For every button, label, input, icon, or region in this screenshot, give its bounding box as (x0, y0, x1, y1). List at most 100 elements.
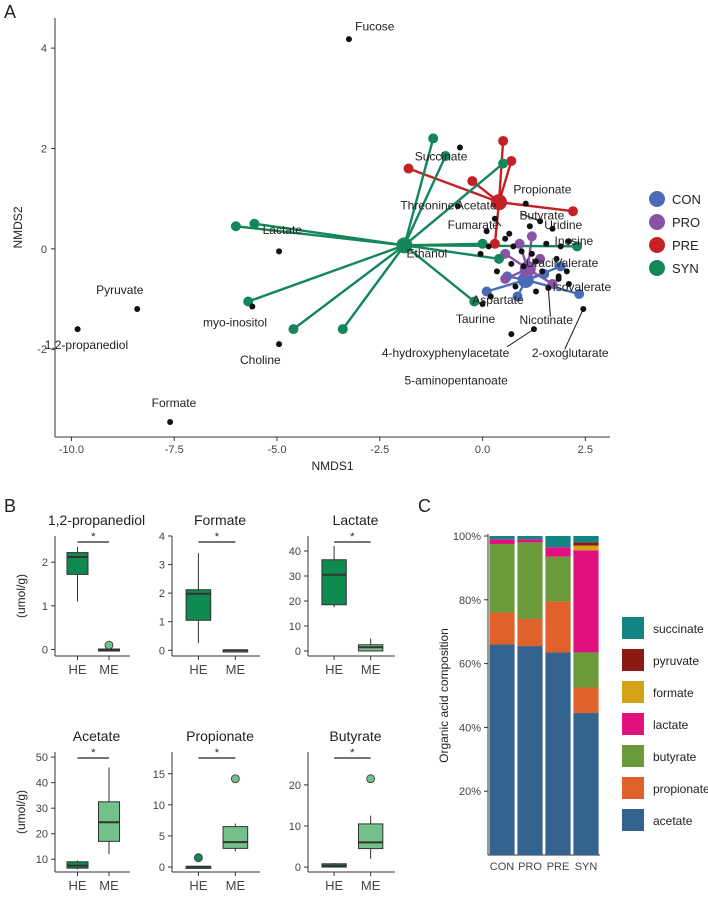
x-tick-label: ME (226, 662, 246, 677)
sample-point-syn (230, 221, 241, 232)
y-tick-label: 20 (36, 829, 48, 841)
y-tick-label: 0 (41, 244, 47, 256)
label-leader-line (521, 213, 541, 222)
boxplot-title: 1,2-propanediol (48, 512, 145, 528)
y-tick-label: 0 (159, 862, 165, 874)
boxplot-title: Acetate (73, 728, 121, 744)
legend-swatch-propionate (622, 777, 644, 799)
x-tick-label: ME (99, 878, 119, 893)
centroid-syn (396, 237, 413, 254)
sample-point-pre (467, 176, 478, 187)
y-tick-label: 15 (153, 769, 165, 781)
y-tick-label: 40% (459, 722, 481, 734)
panel-label-b: B (4, 496, 16, 516)
group-segment-syn (403, 162, 504, 247)
y-tick-label: 40 (36, 778, 48, 790)
metabolite-label: Nicotinate (520, 313, 574, 327)
x-tick-label: -5.0 (268, 444, 287, 456)
sample-point-pre (403, 163, 414, 174)
y-tick-label: 2 (41, 143, 47, 155)
bar-segment-lactate (489, 539, 515, 544)
metabolite-point (549, 225, 556, 232)
metabolite-point (276, 341, 283, 348)
y-tick-label: 40 (289, 546, 301, 558)
bar-segment-acetate (545, 652, 571, 855)
x-tick-label: HE (68, 878, 86, 893)
metabolite-label: Lactate (263, 223, 303, 237)
legend-label: butyrate (653, 750, 697, 764)
y-tick-label: 0 (295, 646, 301, 658)
label-leader-line (506, 328, 535, 348)
metabolite-point (479, 301, 486, 308)
metabolite-label: Uracil (526, 256, 557, 270)
sample-point-syn (469, 296, 480, 307)
significance-star: * (215, 747, 220, 759)
sample-point-con (555, 261, 566, 272)
sample-point-syn (494, 253, 504, 264)
legend-label: PRO (672, 215, 700, 230)
boxplot-panel: 1,2-propanediol 0 1 2 HE ME (umol/g) * (14, 512, 145, 677)
x-tick-label: ME (361, 878, 381, 893)
group-segment-pre (497, 140, 505, 203)
box-outlier (366, 774, 376, 784)
x-tick-label: PRO (518, 861, 542, 873)
y-tick-label: 3 (159, 560, 165, 572)
legend-label: pyruvate (653, 654, 699, 668)
significance-star: * (215, 531, 220, 543)
metabolite-label: Propionate (513, 183, 571, 197)
box-outlier (230, 774, 240, 784)
y-tick-label: 20% (459, 786, 481, 798)
y-tick-label: 4 (159, 531, 165, 543)
sample-point-con (574, 288, 585, 299)
metabolite-point (454, 203, 461, 210)
label-leader-line (494, 218, 502, 227)
group-segment-syn (341, 244, 406, 330)
bar-segment-butyrate (573, 652, 599, 688)
group-segment-syn (292, 244, 406, 331)
boxplot-panel: Acetate 10 20 30 40 50 HE ME (umol/g) * (14, 728, 130, 893)
group-segment-syn (404, 244, 500, 261)
boxplot-title: Butyrate (329, 728, 381, 744)
metabolite-point (543, 240, 550, 247)
y-tick-label: 5 (159, 831, 165, 843)
metabolite-point (553, 255, 560, 262)
box-outlier (104, 640, 114, 650)
metabolite-point (533, 258, 539, 265)
legend-label: acetate (653, 814, 693, 828)
metabolite-point (508, 331, 515, 338)
metabolite-label: 2-oxoglutarate (532, 346, 609, 360)
sample-point-syn (440, 150, 451, 161)
y-tick-label: 2 (159, 588, 165, 600)
sample-point-pro (526, 231, 537, 242)
y-tick-label: 1 (42, 601, 48, 613)
bar-segment-lactate (517, 539, 543, 543)
legend-swatch-acetate (622, 809, 644, 831)
y-tick-label: 20 (289, 596, 301, 608)
sample-point-syn (249, 218, 260, 229)
metabolite-point (485, 243, 492, 250)
x-tick-label: HE (189, 662, 207, 677)
sample-point-pre (568, 206, 578, 217)
metabolite-point (456, 144, 463, 151)
metabolite-label: Choline (240, 353, 281, 367)
metabolite-point (134, 306, 141, 313)
x-tick-label: ME (226, 878, 246, 893)
x-tick-label: PRE (547, 861, 570, 873)
y-axis-title: Organic acid composition (437, 628, 451, 763)
box-outlier (193, 853, 203, 863)
y-tick-label: 10 (289, 821, 301, 833)
boxplot-title: Propionate (186, 728, 254, 744)
metabolite-label: Aspartate (472, 293, 524, 307)
sample-point-pre (498, 135, 509, 146)
y-axis-title: (umol/g) (14, 574, 28, 618)
metabolite-point (520, 263, 527, 270)
bar-segment-lactate (573, 550, 599, 653)
group-segment-syn (247, 244, 405, 303)
stacked-bar-chart: 20% 40% 60% 80% 100% Organic acid composition… (437, 531, 708, 873)
metabolite-label: myo-inositol (203, 316, 267, 330)
box-he (185, 589, 212, 621)
y-tick-label: 10 (36, 854, 48, 866)
metabolite-label: Isovalerate (552, 280, 611, 294)
bar-segment-butyrate (545, 556, 571, 602)
